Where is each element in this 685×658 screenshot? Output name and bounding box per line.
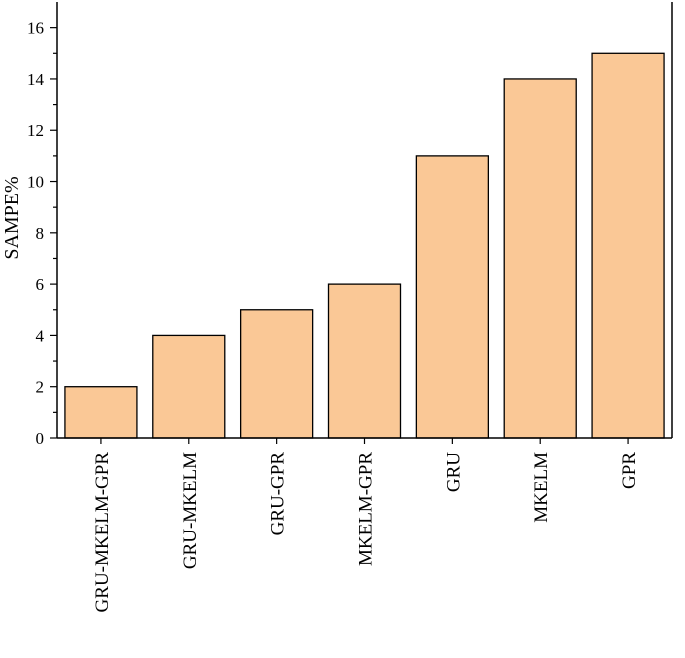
y-tick-label: 2 [36,378,45,397]
y-axis-label: SAMPE% [1,176,23,259]
bar-gru-mkelm [152,334,226,439]
bar-gru-gpr [239,309,314,439]
y-tick-label: 12 [27,121,44,140]
y-tick-label: 4 [36,326,45,345]
x-tick-label: MKELM-GPR [356,452,377,566]
y-tick-label: 10 [27,173,44,192]
x-tick-label: MKELM [531,452,552,523]
x-tick-label: GRU-MKELM-GPR [92,452,113,613]
bar-gru-mkelm-gpr [64,386,138,439]
bar-gru [415,155,490,439]
x-tick-label: GRU-GPR [268,452,289,536]
bar-gpr [591,52,665,439]
y-tick-label: 16 [27,19,44,38]
y-tick-label: 14 [27,70,45,89]
plot-area: GRU-MKELM-GPR GRU-MKELM GRU-GPR MKELM-GPR GR… [27,2,673,613]
y-tick-label: 8 [36,224,45,243]
y-tick-label: 0 [36,429,45,448]
bar-mkelm [503,78,577,439]
x-tick-label: GRU-MKELM [180,452,201,569]
bar-mkelm-gpr [327,283,402,439]
x-tick-label: GRU [443,452,464,492]
y-tick-label: 6 [36,275,45,294]
x-tick-label: GPR [619,452,640,489]
